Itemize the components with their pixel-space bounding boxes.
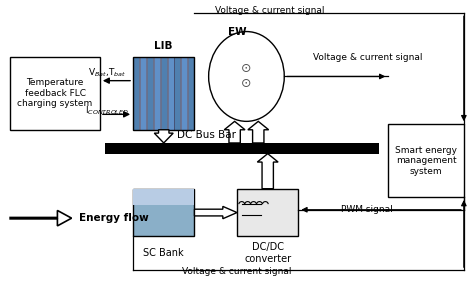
Text: EW: EW	[228, 27, 246, 37]
FancyBboxPatch shape	[133, 189, 194, 205]
Polygon shape	[257, 154, 278, 189]
FancyBboxPatch shape	[181, 57, 187, 130]
Text: PWM signal: PWM signal	[341, 205, 393, 214]
Polygon shape	[224, 121, 245, 143]
Polygon shape	[194, 206, 237, 219]
FancyBboxPatch shape	[168, 57, 173, 130]
Polygon shape	[10, 210, 72, 226]
FancyBboxPatch shape	[188, 57, 194, 130]
Text: Voltage & current signal: Voltage & current signal	[313, 53, 422, 62]
FancyBboxPatch shape	[174, 57, 180, 130]
Text: Smart energy
management
system: Smart energy management system	[395, 146, 457, 175]
Text: Temperature
feedback FLC
charging system: Temperature feedback FLC charging system	[18, 78, 93, 108]
Ellipse shape	[209, 32, 284, 121]
FancyBboxPatch shape	[105, 143, 379, 154]
FancyBboxPatch shape	[154, 57, 160, 130]
Text: Energy flow: Energy flow	[79, 213, 148, 223]
FancyBboxPatch shape	[134, 57, 139, 130]
FancyBboxPatch shape	[161, 57, 167, 130]
Text: I$_{CONTROLED}$: I$_{CONTROLED}$	[85, 105, 129, 117]
Text: DC/DC
converter: DC/DC converter	[244, 243, 292, 264]
Text: ⊙
⊙: ⊙ ⊙	[241, 62, 252, 91]
Polygon shape	[248, 121, 269, 143]
FancyBboxPatch shape	[388, 124, 464, 197]
Text: LIB: LIB	[155, 41, 173, 50]
FancyBboxPatch shape	[237, 189, 299, 236]
FancyBboxPatch shape	[140, 57, 146, 130]
Polygon shape	[155, 130, 173, 143]
FancyBboxPatch shape	[10, 57, 100, 130]
Text: DC Bus Bar: DC Bus Bar	[177, 130, 236, 140]
Text: Voltage & current signal: Voltage & current signal	[182, 267, 292, 276]
FancyBboxPatch shape	[133, 189, 194, 236]
Text: V$_{Bat}$,T$_{bat}$: V$_{Bat}$,T$_{bat}$	[88, 67, 126, 79]
Text: Voltage & current signal: Voltage & current signal	[215, 6, 325, 15]
FancyBboxPatch shape	[147, 57, 153, 130]
Text: SC Bank: SC Bank	[144, 248, 184, 258]
